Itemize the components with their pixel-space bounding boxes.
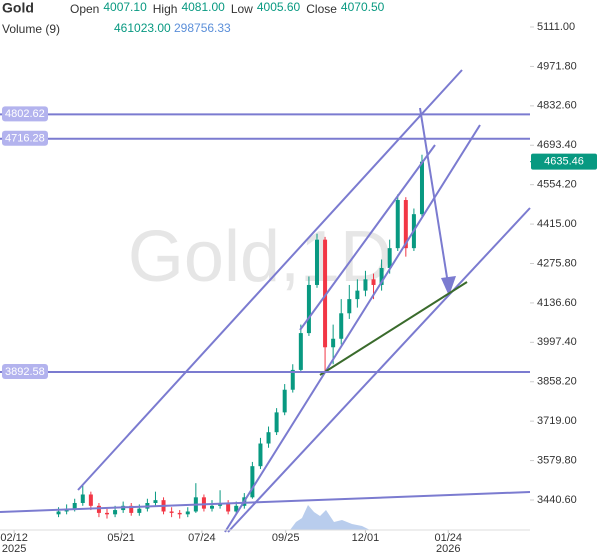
candle-body bbox=[201, 497, 206, 509]
trend-line bbox=[224, 124, 481, 533]
y-tick-label: 4971.80 bbox=[537, 60, 577, 72]
ohlc-label: Open bbox=[70, 2, 99, 16]
last-price-tag bbox=[531, 153, 597, 170]
arrow-head bbox=[441, 276, 456, 296]
drawings bbox=[0, 69, 531, 533]
x-tick-year: 2025 bbox=[2, 543, 26, 555]
candle-body bbox=[137, 508, 142, 513]
y-tick-label: 3858.20 bbox=[537, 376, 577, 388]
trend-line bbox=[227, 207, 531, 533]
candle-body bbox=[266, 432, 271, 444]
symbol: Gold bbox=[2, 0, 34, 16]
axes-layer: 5111.00 4971.80 4832.60 4693.40 4554.20 4415.… bbox=[0, 21, 597, 555]
level-label: 4716.28 bbox=[5, 133, 45, 145]
watermark-layer: Gold,1D bbox=[128, 217, 392, 297]
ohlc-label: Low bbox=[231, 2, 253, 16]
x-tick-label: 05/21 bbox=[107, 532, 135, 544]
candle-body bbox=[169, 511, 174, 513]
candle-body bbox=[105, 512, 110, 515]
candle-body bbox=[290, 369, 295, 390]
x-tick-label: 02/12 bbox=[0, 532, 28, 544]
y-tick-label: 4275.80 bbox=[537, 257, 577, 269]
candle-body bbox=[331, 338, 336, 348]
candle-body bbox=[177, 512, 182, 515]
candle-body bbox=[153, 500, 158, 503]
candle-body bbox=[363, 279, 368, 291]
ohlc-value: 4005.60 bbox=[257, 0, 301, 14]
x-tick-year: 2026 bbox=[436, 543, 460, 555]
watermark: Gold,1D bbox=[128, 217, 392, 297]
y-tick-label: 3719.00 bbox=[537, 415, 577, 427]
candle-body bbox=[379, 267, 384, 285]
candle-body bbox=[282, 389, 287, 413]
candle-body bbox=[129, 505, 134, 513]
header: Gold Volume (9) 461023.00 298756.33 Open… bbox=[2, 0, 385, 36]
candle-body bbox=[371, 279, 376, 285]
candle-body bbox=[258, 443, 263, 467]
candle-body bbox=[56, 511, 61, 515]
candle-body bbox=[80, 494, 85, 503]
candle-body bbox=[250, 466, 255, 498]
candle-body bbox=[226, 502, 231, 512]
candle-body bbox=[96, 505, 101, 513]
y-tick-label: 4693.40 bbox=[537, 139, 577, 151]
y-tick-label: 4136.60 bbox=[537, 297, 577, 309]
candle-body bbox=[298, 333, 303, 370]
level-tag bbox=[2, 130, 48, 146]
x-tick-label: 07/24 bbox=[188, 532, 216, 544]
ohlc-value: 4007.10 bbox=[103, 0, 147, 14]
candle-body bbox=[347, 299, 352, 314]
y-tick-label: 4415.00 bbox=[537, 218, 577, 230]
x-tick-label: 01/24 bbox=[434, 532, 462, 544]
levels-layer: 4802.62 4716.28 3892.58 bbox=[0, 106, 530, 380]
y-tick-label: 3440.60 bbox=[537, 494, 577, 506]
candle-body bbox=[403, 200, 408, 249]
y-tick-label: 3579.80 bbox=[537, 454, 577, 466]
ohlc-value: 4070.50 bbox=[341, 0, 385, 14]
trend-line bbox=[0, 491, 531, 513]
volume-value: 298756.33 bbox=[174, 21, 231, 35]
candle-body bbox=[185, 511, 190, 515]
candle-body bbox=[339, 313, 344, 339]
x-tick-label: 12/01 bbox=[352, 532, 380, 544]
y-tick-label: 3997.40 bbox=[537, 336, 577, 348]
candle-body bbox=[306, 284, 311, 334]
trend-line bbox=[77, 69, 463, 491]
level-label: 4802.62 bbox=[5, 108, 45, 120]
candle-body bbox=[419, 161, 424, 215]
last-price-label: 4635.46 bbox=[544, 156, 584, 168]
candle-body bbox=[387, 248, 392, 268]
level-label: 3892.58 bbox=[5, 366, 45, 378]
ohlc-value: 4081.00 bbox=[181, 0, 225, 14]
candle-body bbox=[210, 505, 214, 509]
candle-body bbox=[314, 239, 319, 285]
candle-body bbox=[234, 505, 239, 512]
y-tick-label: 4554.20 bbox=[537, 179, 577, 191]
y-tick-label: 4832.60 bbox=[537, 100, 577, 112]
candle-body bbox=[72, 502, 77, 509]
ohlc-label: Close bbox=[306, 2, 337, 16]
candle-body bbox=[113, 510, 118, 515]
volume-value: 461023.00 bbox=[114, 21, 171, 35]
candle-body bbox=[355, 290, 360, 300]
candle-body bbox=[88, 494, 93, 506]
volume-area bbox=[290, 505, 370, 530]
candle-body bbox=[274, 412, 279, 433]
y-tick-label: 5111.00 bbox=[537, 21, 575, 33]
trend-line bbox=[319, 281, 468, 376]
level-tag bbox=[2, 364, 48, 380]
candle-body bbox=[323, 239, 328, 348]
level-tag bbox=[2, 106, 48, 122]
x-tick-label: 09/25 bbox=[272, 532, 300, 544]
candle-body bbox=[395, 200, 400, 249]
trend-line bbox=[299, 144, 436, 331]
volume-label: Volume (9) bbox=[2, 22, 60, 36]
ohlc-label: High bbox=[153, 2, 178, 16]
